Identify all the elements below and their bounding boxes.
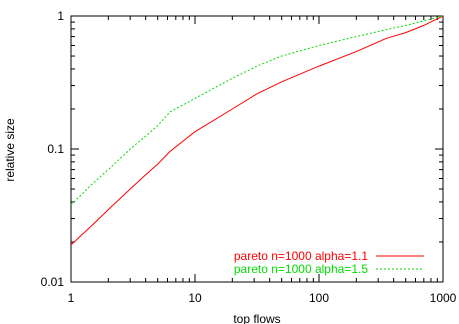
series-line-1 [70, 15, 444, 246]
plot-frame [70, 15, 444, 283]
x-tick-label: 1000 [430, 291, 457, 305]
x-axis-label: top flows [233, 312, 280, 324]
x-tick-label: 100 [309, 291, 329, 305]
x-axis-ticks: 1 10 100 1000 [68, 16, 457, 305]
y-tick-label: 1 [57, 9, 64, 23]
y-axis-label: relative size [3, 118, 17, 182]
legend-label-2: pareto n=1000 alpha=1.5 [234, 262, 368, 276]
series-line-2 [70, 15, 444, 206]
y-tick-label: 0.01 [41, 275, 65, 289]
x-tick-label: 10 [188, 291, 202, 305]
y-axis-ticks: 0.01 0.1 1 [41, 9, 443, 289]
legend-label-1: pareto n=1000 alpha=1.1 [234, 249, 368, 263]
series-lines [70, 15, 444, 246]
y-tick-label: 0.1 [47, 142, 64, 156]
x-tick-label: 1 [68, 291, 75, 305]
